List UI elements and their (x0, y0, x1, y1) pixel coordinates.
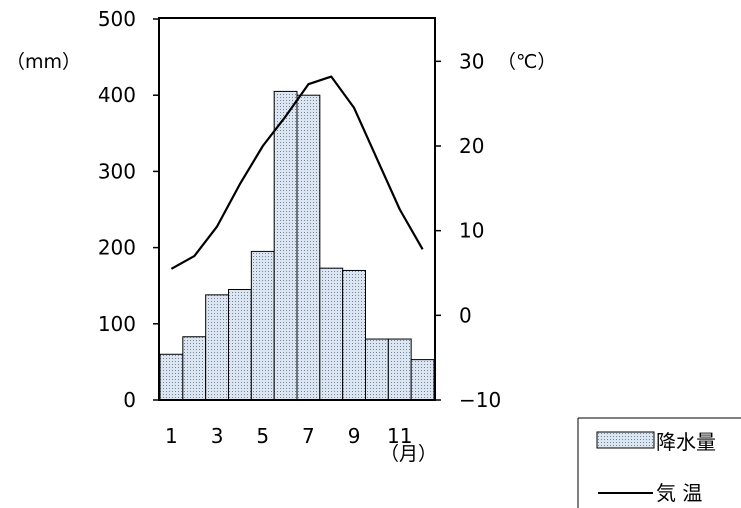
right-axis-unit: （℃） (497, 51, 556, 73)
precip-bar-7 (296, 94, 321, 401)
right-tick-label: −10 (459, 388, 501, 412)
precip-bar-11 (387, 338, 412, 401)
temperature-line (170, 75, 424, 270)
x-tick-label: 9 (348, 424, 361, 448)
right-tick-label: 10 (459, 219, 484, 243)
x-tick-label: 11 (387, 424, 412, 448)
plot-frame (158, 17, 436, 401)
left-tick-label: 400 (98, 83, 136, 107)
precip-bar-8 (319, 267, 344, 401)
left-tick-label: 200 (98, 236, 136, 260)
x-tick-label: 3 (211, 424, 224, 448)
temperature-layer (170, 75, 424, 270)
precip-bar-12 (410, 359, 435, 401)
precip-bar-6 (273, 90, 298, 401)
right-axis-ticks: −10 0 10 20 30 (434, 49, 501, 412)
right-tick-label: 30 (459, 49, 484, 73)
legend-precipitation-swatch (596, 431, 655, 449)
precip-bar-3 (205, 294, 230, 401)
legend: 降水量 気 温 (577, 417, 741, 508)
legend-temperature-label: 気 温 (656, 481, 702, 505)
precip-bar-4 (228, 289, 252, 401)
left-tick-label: 300 (98, 159, 136, 183)
precipitation-bars (159, 90, 435, 401)
x-tick-label: 1 (165, 424, 178, 448)
left-axis-ticks: 0 100 200 300 400 500 (98, 7, 160, 412)
legend-precipitation-label: 降水量 (656, 430, 716, 454)
x-tick-label: 7 (302, 424, 315, 448)
right-tick-label: 0 (459, 303, 472, 327)
left-tick-label: 100 (98, 312, 136, 336)
left-tick-label: 0 (123, 388, 136, 412)
precip-bar-9 (342, 269, 366, 401)
left-axis-unit: （mm） (6, 51, 81, 73)
x-tick-label: 5 (256, 424, 269, 448)
precip-bar-2 (182, 336, 207, 401)
precip-bar-5 (250, 250, 275, 401)
precip-bar-1 (159, 353, 184, 401)
left-tick-label: 500 (98, 7, 136, 31)
right-tick-label: 20 (459, 134, 484, 158)
x-axis-ticks: 1 3 5 7 9 11 (165, 424, 412, 448)
precip-bar-10 (365, 338, 389, 401)
x-axis-unit: （月） (380, 443, 437, 465)
